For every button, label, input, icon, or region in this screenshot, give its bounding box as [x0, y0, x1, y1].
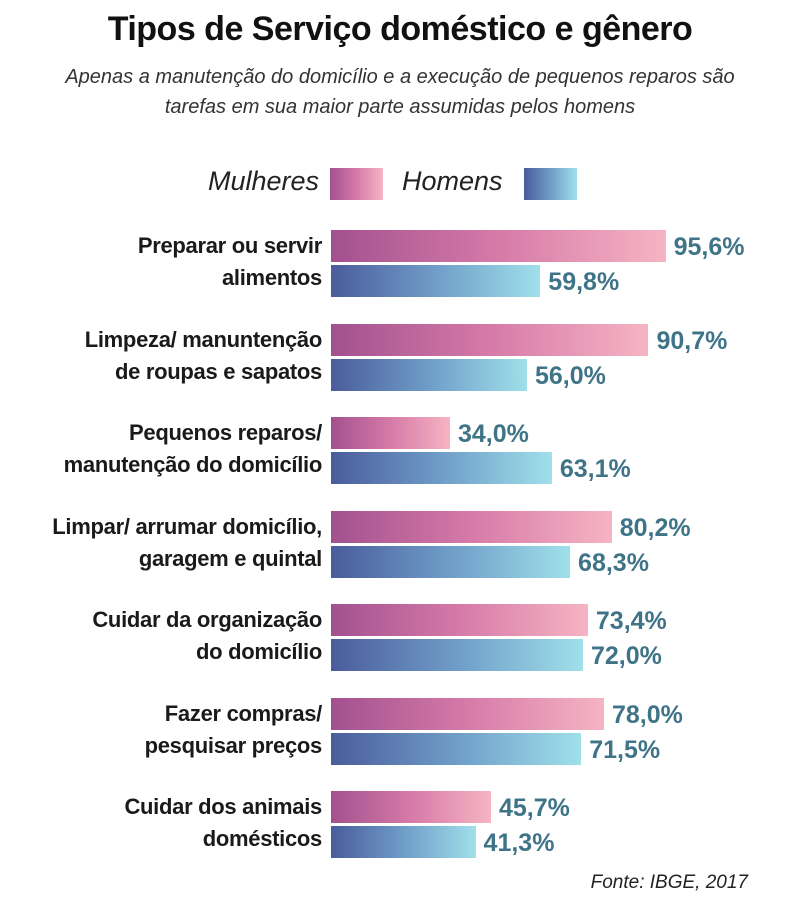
value-label-mulheres: 95,6% — [673, 233, 745, 261]
value-label-homens: 59,8% — [548, 268, 620, 296]
bar-homens — [331, 452, 552, 484]
category-label-line: Cuidar da organização — [92, 607, 322, 632]
category-label-line: Pequenos reparos/ — [129, 420, 322, 445]
category-label-line: Limpeza/ manuntenção — [84, 326, 323, 352]
value-label-mulheres: 34,0% — [458, 420, 529, 448]
bar-mulheres — [331, 417, 450, 449]
category-label-line: domésticos — [202, 826, 323, 851]
bar-mulheres — [331, 791, 491, 823]
category-label-line: Fazer compras/ — [164, 700, 323, 726]
value-label-mulheres: 90,7% — [656, 326, 728, 355]
value-label-homens: 71,5% — [589, 735, 661, 764]
bar-homens — [331, 265, 541, 297]
bar-mulheres — [331, 230, 666, 262]
category-label: Preparar ou servir alimentos — [0, 230, 322, 294]
chart-subtitle: Apenas a manutenção do domicílio e a exe… — [65, 66, 735, 118]
category-label-line: Cuidar dos animais — [124, 794, 322, 819]
value-label-mulheres: 45,7% — [498, 794, 570, 822]
legend-swatch-homens — [524, 168, 577, 200]
category-label: Limpeza/ manuntenção de roupas e sapatos — [0, 324, 323, 388]
source-note: Fonte: IBGE, 2017 — [590, 872, 748, 893]
legend-swatch-mulheres — [330, 168, 383, 200]
value-label-homens: 56,0% — [535, 361, 606, 390]
category-label-line: manutenção do domicílio — [63, 452, 323, 477]
bar-homens — [331, 358, 527, 391]
value-label-homens: 63,1% — [559, 455, 631, 483]
bar-homens — [331, 826, 476, 858]
category-label-line: garagem e quintal — [138, 545, 322, 571]
category-label-line: Preparar ou servir — [137, 233, 322, 258]
value-label-homens: 72,0% — [591, 642, 662, 670]
category-label-line: do domicílio — [196, 639, 322, 664]
category-label-line: alimentos — [222, 265, 322, 290]
value-label-homens: 41,3% — [483, 829, 555, 857]
value-label-mulheres: 78,0% — [612, 700, 683, 729]
category-label: Cuidar dos animais domésticos — [0, 791, 322, 855]
value-label-mulheres: 80,2% — [619, 513, 691, 542]
chart-title: Tipos de Serviço doméstico e gênero — [107, 10, 693, 48]
category-label: Pequenos reparos/manutenção do domicílio — [0, 417, 323, 481]
value-label-homens: 68,3% — [578, 548, 649, 577]
bar-mulheres — [331, 604, 588, 636]
bar-mulheres — [331, 323, 649, 356]
bar-mulheres — [331, 510, 612, 543]
bar-homens — [331, 639, 583, 671]
bar-mulheres — [331, 697, 604, 730]
bar-homens — [331, 545, 571, 578]
category-label-line: de roupas e sapatos — [114, 358, 322, 384]
value-label-mulheres: 73,4% — [595, 607, 667, 635]
category-label: Cuidar da organização do domicílio — [0, 604, 322, 668]
category-label: Fazer compras/pesquisar preços — [0, 698, 323, 762]
category-label-line: pesquisar preços — [144, 732, 323, 758]
category-label: Limpar/ arrumar domicílio, garagem e quin… — [0, 511, 322, 575]
bar-homens — [331, 732, 582, 765]
legend-label-homens: Homens — [402, 166, 503, 196]
legend-label-mulheres: Mulheres — [208, 166, 320, 196]
category-label-line: Limpar/ arrumar domicílio, — [52, 513, 322, 539]
